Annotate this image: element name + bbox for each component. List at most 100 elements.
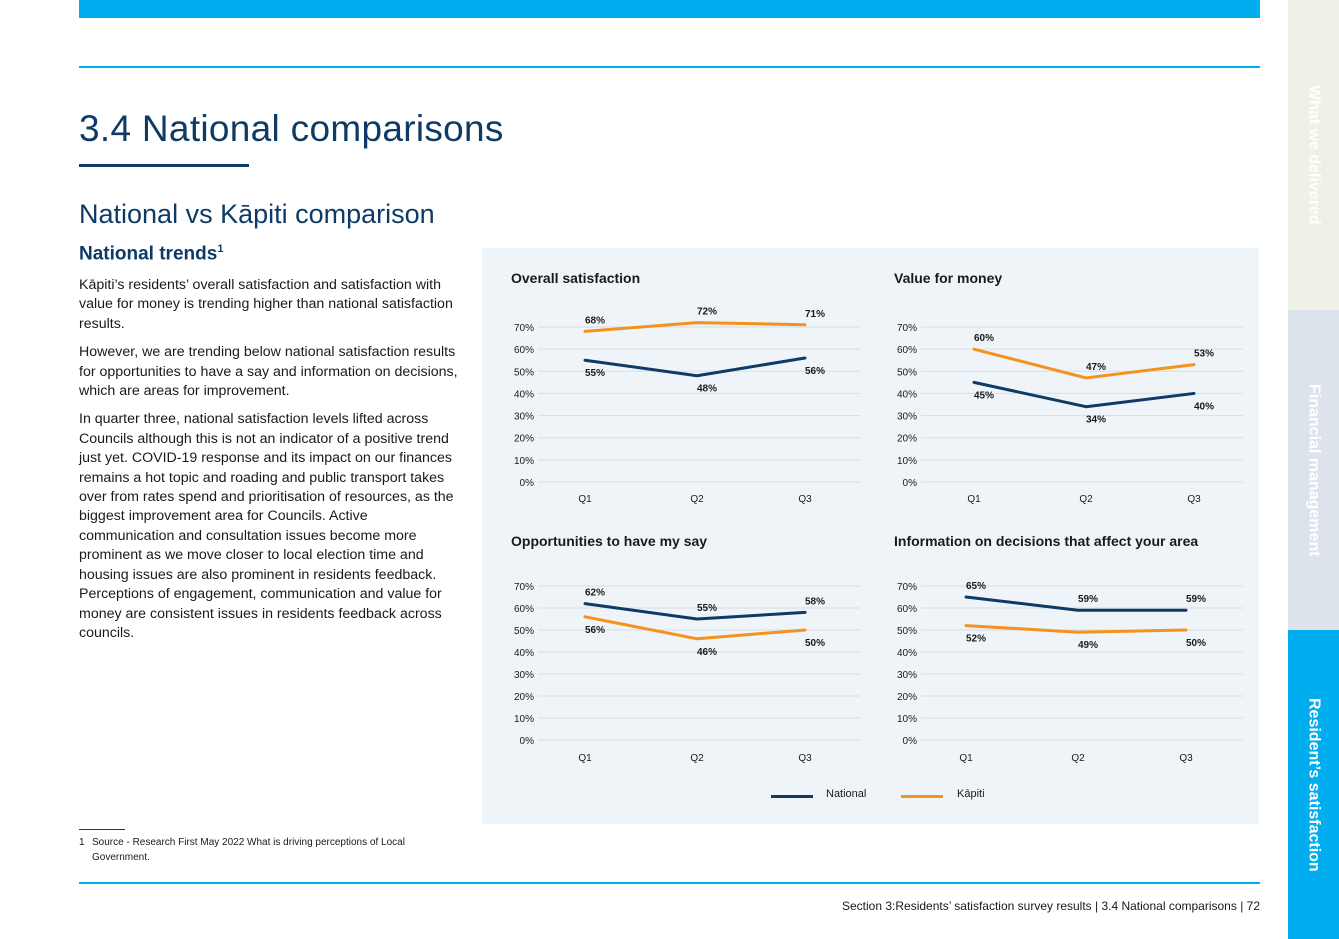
body-text: Kāpiti’s residents’ overall satisfaction… <box>79 276 459 652</box>
y-tick-label: 60% <box>897 604 917 615</box>
y-tick-label: 70% <box>514 582 534 593</box>
y-tick-label: 10% <box>514 456 534 467</box>
y-tick-label: 20% <box>514 692 534 703</box>
y-tick-label: 40% <box>514 389 534 400</box>
y-tick-label: 60% <box>514 604 534 615</box>
side-tab-residents-satisfaction[interactable]: Resident’s satisfaction <box>1288 630 1339 939</box>
y-tick-label: 30% <box>897 670 917 681</box>
x-tick-label: Q1 <box>578 753 592 764</box>
header-rule <box>79 66 1260 68</box>
legend-label-kapiti: Kāpiti <box>957 788 985 800</box>
y-tick-label: 50% <box>897 367 917 378</box>
x-tick-label: Q2 <box>1071 753 1085 764</box>
x-tick-label: Q1 <box>578 494 592 505</box>
data-label: 71% <box>805 309 825 320</box>
y-tick-label: 70% <box>514 323 534 334</box>
y-tick-label: 20% <box>514 434 534 445</box>
data-label: 58% <box>805 596 825 607</box>
y-tick-label: 0% <box>520 736 535 747</box>
y-tick-label: 70% <box>897 323 917 334</box>
side-tab-label: Financial management <box>1305 383 1323 557</box>
series-line-kapiti <box>583 615 807 641</box>
section-heading-text: National trends <box>79 243 218 265</box>
y-tick-label: 30% <box>514 670 534 681</box>
series-line-national <box>964 595 1188 612</box>
y-tick-label: 50% <box>514 367 534 378</box>
data-label: 68% <box>585 315 605 326</box>
subheading: National vs Kāpiti comparison <box>79 199 435 229</box>
y-tick-label: 50% <box>514 626 534 637</box>
y-tick-label: 30% <box>897 412 917 423</box>
data-label: 60% <box>974 333 994 344</box>
series-line-kapiti <box>964 624 1188 634</box>
footnote: 1 Source - Research First May 2022 What … <box>79 835 419 865</box>
paragraph: In quarter three, national satisfaction … <box>79 411 454 641</box>
y-tick-label: 0% <box>520 478 535 489</box>
footnote-text: Source - Research First May 2022 What is… <box>92 837 405 863</box>
y-tick-label: 10% <box>514 714 534 725</box>
series-line-national <box>583 356 807 378</box>
x-tick-label: Q1 <box>967 494 981 505</box>
chart-title: Information on decisions that affect you… <box>894 533 1199 549</box>
paragraph: Kāpiti’s residents’ overall satisfaction… <box>79 277 453 332</box>
x-tick-label: Q3 <box>1187 494 1201 505</box>
data-label: 49% <box>1078 640 1098 651</box>
y-tick-label: 20% <box>897 692 917 703</box>
y-tick-label: 30% <box>514 412 534 423</box>
title-underline <box>79 164 249 167</box>
x-tick-label: Q1 <box>959 753 973 764</box>
y-tick-label: 50% <box>897 626 917 637</box>
data-label: 46% <box>697 647 717 658</box>
page-footer: Section 3:Residents’ satisfaction survey… <box>842 899 1260 913</box>
y-tick-label: 40% <box>897 648 917 659</box>
data-label: 56% <box>585 625 605 636</box>
y-tick-label: 70% <box>897 582 917 593</box>
x-tick-label: Q3 <box>798 494 812 505</box>
data-label: 55% <box>585 368 605 379</box>
y-tick-label: 40% <box>897 389 917 400</box>
data-label: 47% <box>1086 362 1106 373</box>
side-tab-financial-management[interactable]: Financial management <box>1288 310 1339 630</box>
footnote-rule <box>79 829 125 830</box>
series-line-national <box>972 380 1196 409</box>
legend-label-national: National <box>826 788 867 800</box>
side-tab-label: Resident’s satisfaction <box>1305 697 1323 872</box>
data-label: 55% <box>697 603 717 614</box>
footnote-ref: 1 <box>217 243 224 255</box>
y-tick-label: 20% <box>897 434 917 445</box>
chart-information-on-decisions: 0% 10% 20% 30% 40% 50% 60% 70% Q1 Q2 Q3 65% 59% 59% 52… <box>897 581 1243 764</box>
data-label: 59% <box>1078 594 1098 605</box>
chart-opportunities-to-have-say: 0% 10% 20% 30% 40% 50% 60% 70% Q1 Q2 Q3 62% 55% 58% 56… <box>514 582 860 764</box>
legend-swatch-kapiti <box>901 795 943 798</box>
footnote-number: 1 <box>79 837 85 848</box>
chart-overall-satisfaction: 0% 10% 20% 30% 40% 50% 60% 70% Q1 Q2 Q3 55% 48% 56% 68… <box>514 307 860 505</box>
charts-panel <box>482 248 1259 824</box>
x-tick-label: Q2 <box>690 753 704 764</box>
chart-value-for-money: 0% 10% 20% 30% 40% 50% 60% 70% Q1 Q2 Q3 45% 34% 40% 60… <box>897 323 1243 505</box>
y-tick-label: 0% <box>903 736 918 747</box>
y-tick-label: 0% <box>903 478 918 489</box>
x-tick-label: Q2 <box>1079 494 1093 505</box>
side-tab-what-we-delivered[interactable]: What we delivered <box>1288 0 1339 310</box>
data-label: 62% <box>585 588 605 599</box>
data-label: 50% <box>805 638 825 649</box>
paragraph: However, we are trending below national … <box>79 344 458 400</box>
data-label: 52% <box>966 634 986 645</box>
data-label: 65% <box>966 581 986 592</box>
y-tick-label: 10% <box>897 714 917 725</box>
series-line-kapiti <box>972 347 1196 380</box>
footer-rule <box>79 882 1260 884</box>
chart-title: Overall satisfaction <box>511 270 641 286</box>
data-label: 34% <box>1086 415 1106 426</box>
chart-title: Value for money <box>894 270 1003 286</box>
series-line-national <box>583 602 807 621</box>
chart-title: Opportunities to have my say <box>511 533 708 549</box>
y-tick-label: 40% <box>514 648 534 659</box>
data-label: 40% <box>1194 401 1214 412</box>
data-label: 53% <box>1194 349 1214 360</box>
data-label: 45% <box>974 390 994 401</box>
data-label: 72% <box>697 307 717 318</box>
series-line-kapiti <box>583 321 807 333</box>
top-accent-bar <box>79 0 1260 18</box>
x-tick-label: Q3 <box>1179 753 1193 764</box>
